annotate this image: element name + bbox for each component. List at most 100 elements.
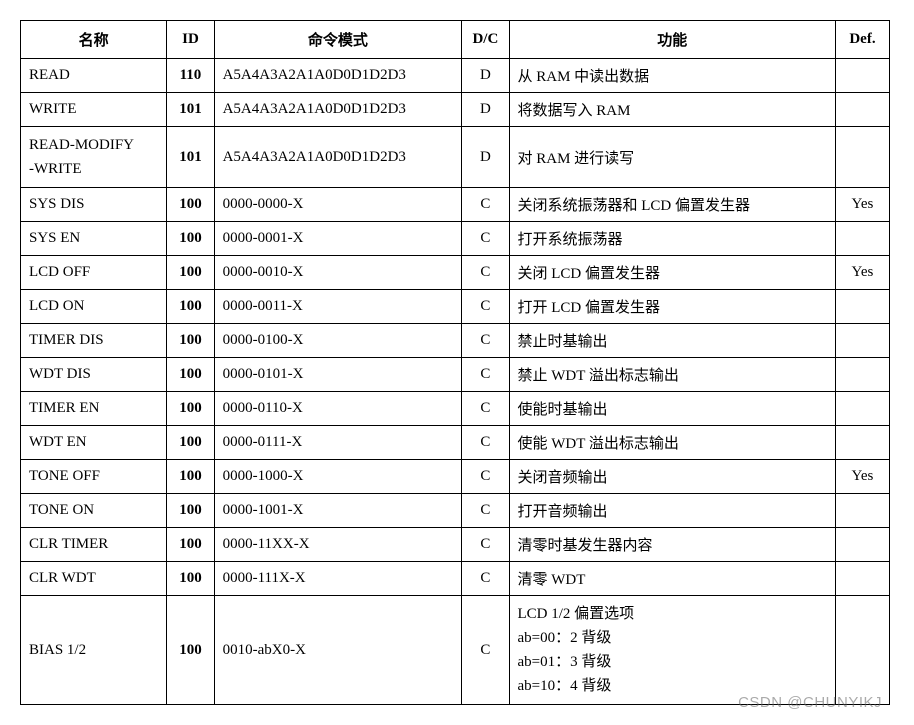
cell-def	[835, 290, 889, 324]
cell-func: 禁止时基输出	[509, 324, 835, 358]
cell-name: TIMER EN	[21, 392, 167, 426]
cell-def	[835, 324, 889, 358]
cell-name: LCD OFF	[21, 256, 167, 290]
cell-id: 100	[167, 426, 214, 460]
cell-id: 100	[167, 358, 214, 392]
table-header-row: 名称 ID 命令模式 D/C 功能 Def.	[21, 21, 890, 59]
table-row: LCD OFF1000000-0010-XC关闭 LCD 偏置发生器Yes	[21, 256, 890, 290]
table-row: TIMER DIS1000000-0100-XC禁止时基输出	[21, 324, 890, 358]
cell-cmd: 0000-111X-X	[214, 562, 462, 596]
table-row: WRITE101A5A4A3A2A1A0D0D1D2D3D将数据写入 RAM	[21, 93, 890, 127]
cell-cmd: 0000-0011-X	[214, 290, 462, 324]
cell-dc: D	[462, 127, 509, 188]
cell-def	[835, 59, 889, 93]
cell-id: 100	[167, 324, 214, 358]
cell-func: 使能时基输出	[509, 392, 835, 426]
cell-func: 清零时基发生器内容	[509, 528, 835, 562]
cell-dc: C	[462, 256, 509, 290]
cell-def	[835, 358, 889, 392]
cell-dc: C	[462, 426, 509, 460]
table-row: SYS EN1000000-0001-XC打开系统振荡器	[21, 222, 890, 256]
cell-func: 清零 WDT	[509, 562, 835, 596]
cell-def	[835, 392, 889, 426]
cell-def	[835, 596, 889, 705]
table-row: READ-MODIFY-WRITE101A5A4A3A2A1A0D0D1D2D3…	[21, 127, 890, 188]
cell-cmd: 0000-0110-X	[214, 392, 462, 426]
cell-name: TIMER DIS	[21, 324, 167, 358]
command-table: 名称 ID 命令模式 D/C 功能 Def. READ110A5A4A3A2A1…	[20, 20, 890, 705]
cell-id: 110	[167, 59, 214, 93]
cell-name: CLR WDT	[21, 562, 167, 596]
cell-cmd: A5A4A3A2A1A0D0D1D2D3	[214, 127, 462, 188]
cell-def	[835, 528, 889, 562]
table-row: WDT EN1000000-0111-XC使能 WDT 溢出标志输出	[21, 426, 890, 460]
cell-def	[835, 127, 889, 188]
cell-def	[835, 426, 889, 460]
cell-cmd: A5A4A3A2A1A0D0D1D2D3	[214, 59, 462, 93]
cell-id: 100	[167, 562, 214, 596]
cell-func: 打开音频输出	[509, 494, 835, 528]
cell-func: 关闭系统振荡器和 LCD 偏置发生器	[509, 188, 835, 222]
header-func: 功能	[509, 21, 835, 59]
cell-id: 100	[167, 528, 214, 562]
cell-cmd: 0010-abX0-X	[214, 596, 462, 705]
cell-cmd: 0000-0001-X	[214, 222, 462, 256]
cell-dc: D	[462, 93, 509, 127]
header-id: ID	[167, 21, 214, 59]
cell-func: 打开系统振荡器	[509, 222, 835, 256]
cell-id: 101	[167, 93, 214, 127]
cell-def	[835, 562, 889, 596]
cell-dc: C	[462, 188, 509, 222]
cell-dc: C	[462, 222, 509, 256]
table-row: LCD ON1000000-0011-XC打开 LCD 偏置发生器	[21, 290, 890, 324]
cell-func: 从 RAM 中读出数据	[509, 59, 835, 93]
table-row: TIMER EN1000000-0110-XC使能时基输出	[21, 392, 890, 426]
cell-cmd: 0000-1000-X	[214, 460, 462, 494]
header-dc: D/C	[462, 21, 509, 59]
cell-name: BIAS 1/2	[21, 596, 167, 705]
cell-name: WDT EN	[21, 426, 167, 460]
table-row: READ110A5A4A3A2A1A0D0D1D2D3D从 RAM 中读出数据	[21, 59, 890, 93]
cell-id: 100	[167, 222, 214, 256]
cell-cmd: 0000-11XX-X	[214, 528, 462, 562]
cell-name: READ-MODIFY-WRITE	[21, 127, 167, 188]
cell-func: 禁止 WDT 溢出标志输出	[509, 358, 835, 392]
cell-name: WRITE	[21, 93, 167, 127]
header-cmd: 命令模式	[214, 21, 462, 59]
cell-name: CLR TIMER	[21, 528, 167, 562]
table-row: WDT DIS1000000-0101-XC禁止 WDT 溢出标志输出	[21, 358, 890, 392]
cell-cmd: 0000-0100-X	[214, 324, 462, 358]
table-row: CLR WDT1000000-111X-XC清零 WDT	[21, 562, 890, 596]
cell-func: 将数据写入 RAM	[509, 93, 835, 127]
cell-dc: C	[462, 392, 509, 426]
cell-dc: C	[462, 358, 509, 392]
cell-func: 对 RAM 进行读写	[509, 127, 835, 188]
cell-func: 关闭 LCD 偏置发生器	[509, 256, 835, 290]
cell-id: 100	[167, 256, 214, 290]
cell-func: LCD 1/2 偏置选项ab=00：2 背级ab=01：3 背级ab=10：4 …	[509, 596, 835, 705]
cell-dc: C	[462, 528, 509, 562]
cell-cmd: 0000-0111-X	[214, 426, 462, 460]
cell-name: READ	[21, 59, 167, 93]
cell-cmd: A5A4A3A2A1A0D0D1D2D3	[214, 93, 462, 127]
cell-id: 100	[167, 188, 214, 222]
cell-id: 100	[167, 460, 214, 494]
cell-dc: C	[462, 562, 509, 596]
cell-def: Yes	[835, 188, 889, 222]
cell-dc: C	[462, 324, 509, 358]
cell-id: 100	[167, 392, 214, 426]
cell-name: LCD ON	[21, 290, 167, 324]
cell-cmd: 0000-0101-X	[214, 358, 462, 392]
table-row: BIAS 1/21000010-abX0-XCLCD 1/2 偏置选项ab=00…	[21, 596, 890, 705]
cell-id: 100	[167, 596, 214, 705]
cell-def: Yes	[835, 256, 889, 290]
cell-name: SYS EN	[21, 222, 167, 256]
cell-def	[835, 494, 889, 528]
cell-dc: C	[462, 596, 509, 705]
cell-id: 101	[167, 127, 214, 188]
cell-func: 关闭音频输出	[509, 460, 835, 494]
cell-cmd: 0000-0000-X	[214, 188, 462, 222]
table-body: READ110A5A4A3A2A1A0D0D1D2D3D从 RAM 中读出数据W…	[21, 59, 890, 705]
table-row: CLR TIMER1000000-11XX-XC清零时基发生器内容	[21, 528, 890, 562]
cell-id: 100	[167, 290, 214, 324]
